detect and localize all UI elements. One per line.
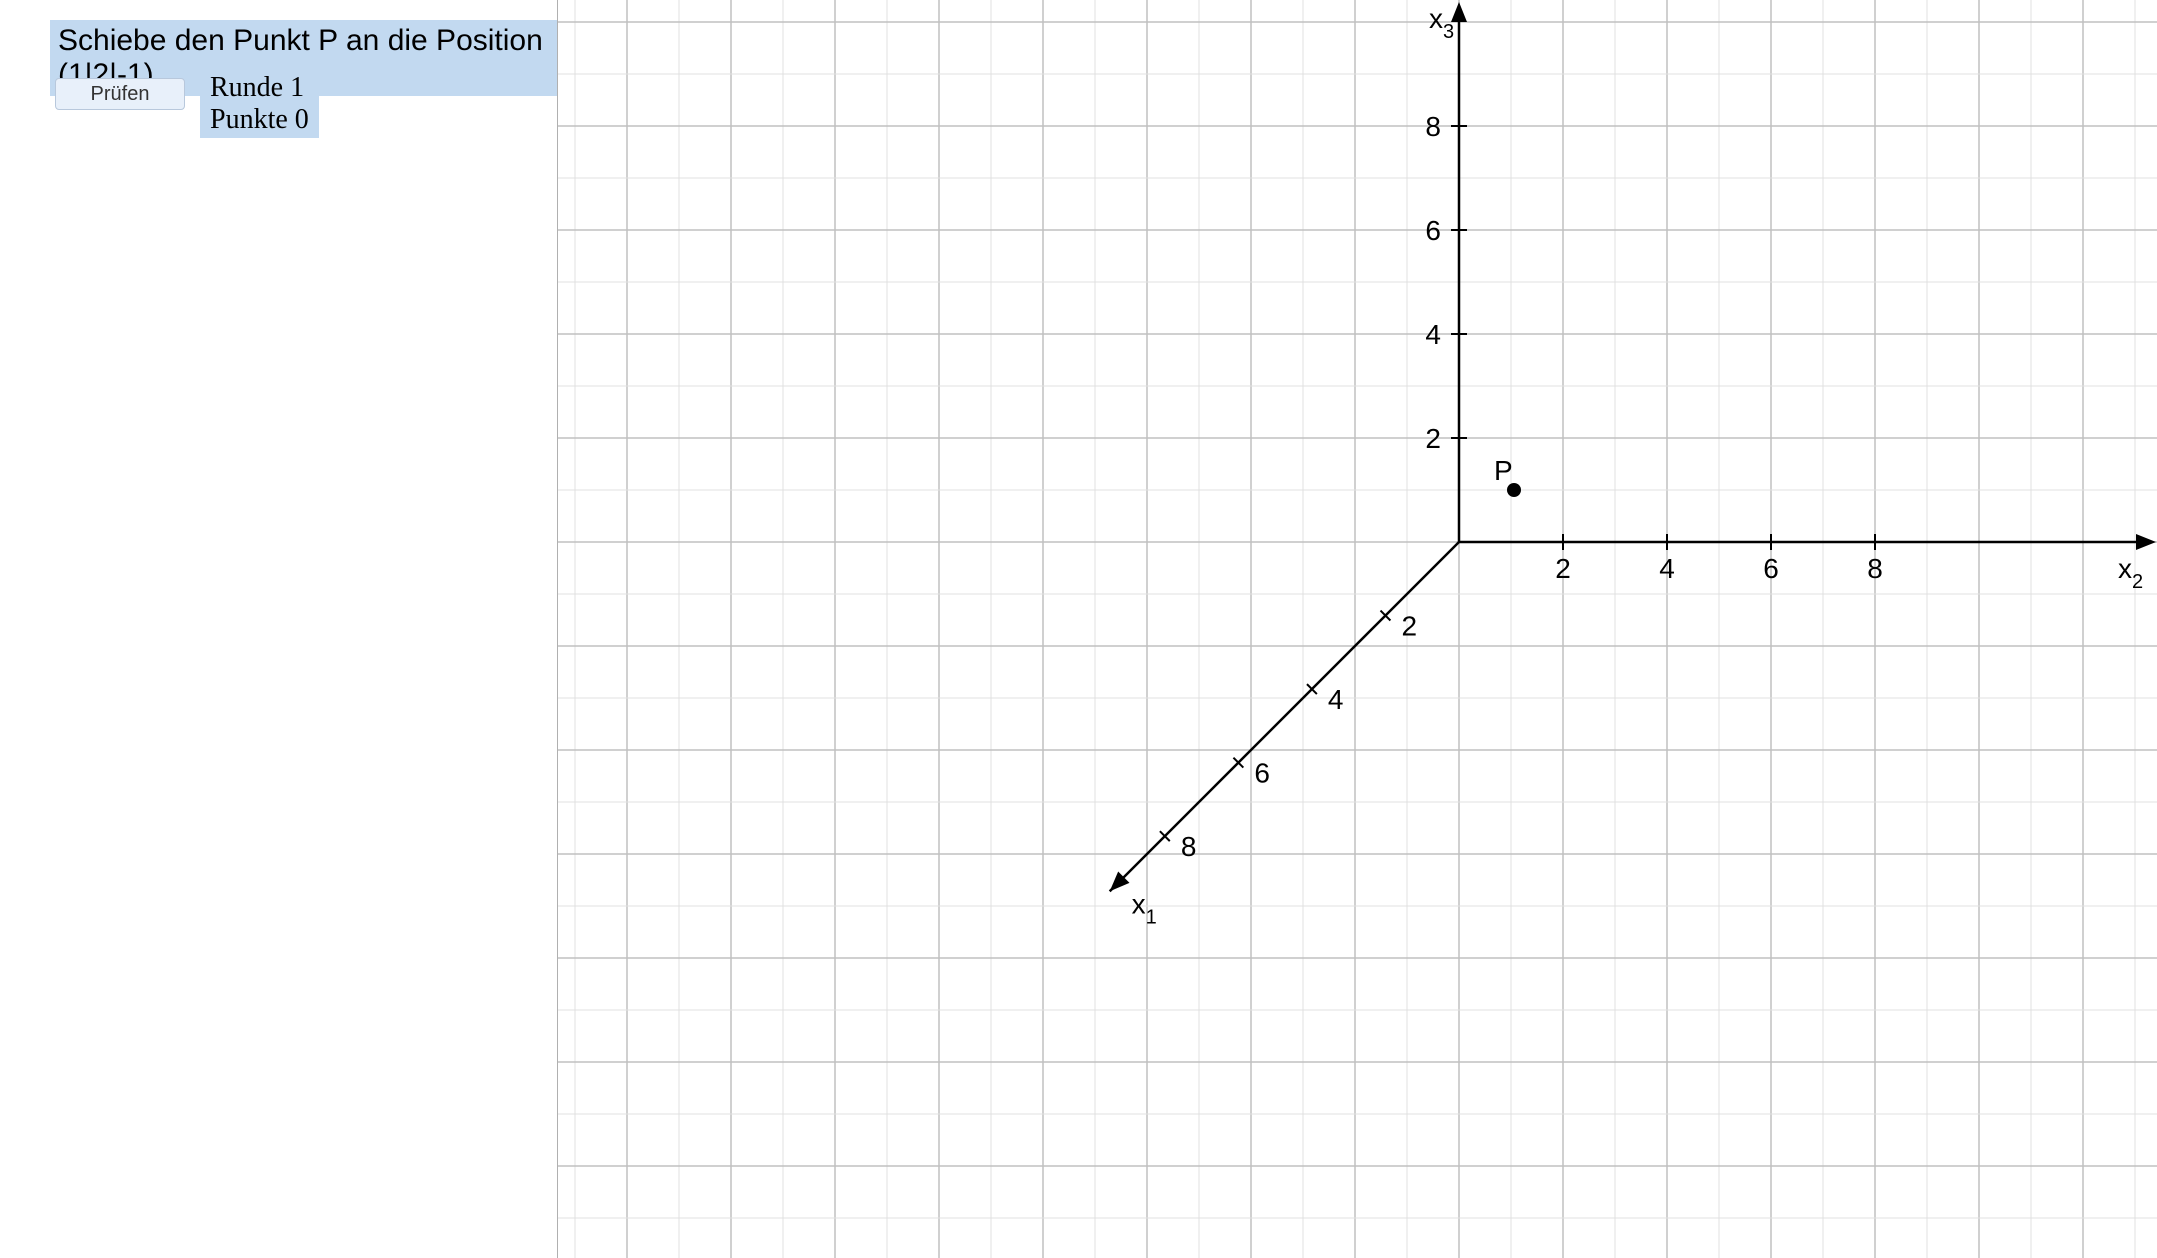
svg-text:2: 2 xyxy=(1425,423,1441,454)
svg-text:4: 4 xyxy=(1659,553,1675,584)
svg-text:8: 8 xyxy=(1425,111,1441,142)
svg-text:2: 2 xyxy=(1555,553,1571,584)
svg-text:2: 2 xyxy=(1401,611,1417,642)
svg-text:8: 8 xyxy=(1181,831,1197,862)
svg-text:8: 8 xyxy=(1867,553,1883,584)
svg-text:4: 4 xyxy=(1425,319,1441,350)
round-line: Runde 1 xyxy=(210,72,309,104)
round-label: Runde xyxy=(210,72,283,103)
svg-text:4: 4 xyxy=(1328,684,1344,715)
round-value: 1 xyxy=(290,72,304,103)
svg-text:6: 6 xyxy=(1763,553,1779,584)
points-label: Punkte xyxy=(210,104,288,135)
left-panel: Schiebe den Punkt P an die Position (1|2… xyxy=(0,0,557,1258)
stats-box: Runde 1 Punkte 0 xyxy=(200,70,319,138)
svg-text:x1: x1 xyxy=(1132,888,1157,928)
svg-text:x2: x2 xyxy=(2118,553,2143,593)
svg-text:x3: x3 xyxy=(1429,3,1454,43)
points-line: Punkte 0 xyxy=(210,104,309,136)
svg-text:6: 6 xyxy=(1254,758,1270,789)
check-button[interactable]: Prüfen xyxy=(55,78,185,110)
coordinate-system[interactable]: 2 4 6 8 x2 2 4 6 8 x3 2 4 6 8 x1 P xyxy=(558,0,2157,1258)
point-p-label: P xyxy=(1494,455,1513,486)
graph-panel[interactable]: 2 4 6 8 x2 2 4 6 8 x3 2 4 6 8 x1 P xyxy=(557,0,2157,1258)
svg-text:6: 6 xyxy=(1425,215,1441,246)
points-value: 0 xyxy=(295,104,309,135)
